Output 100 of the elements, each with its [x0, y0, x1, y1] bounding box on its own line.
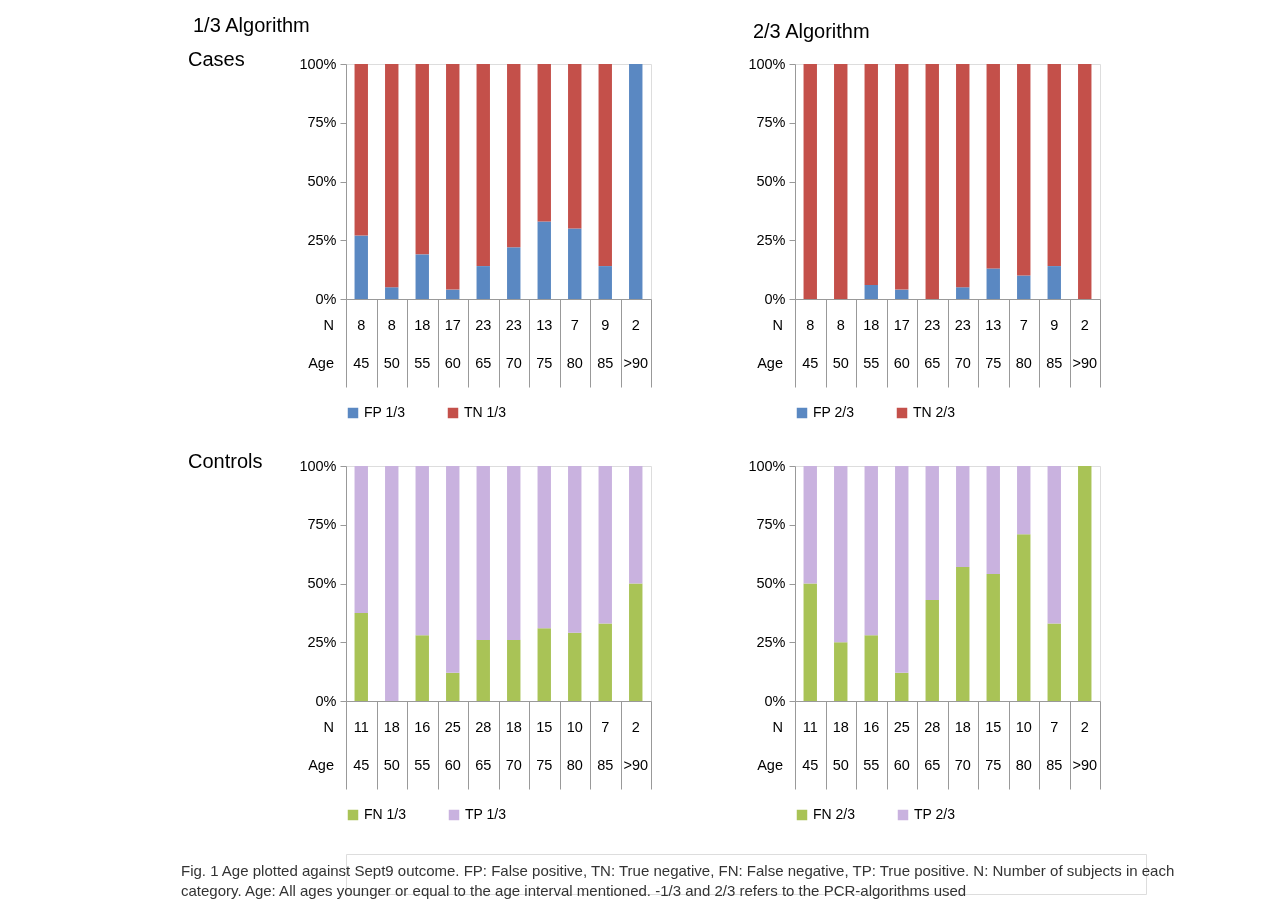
bar	[598, 466, 612, 624]
bar	[354, 235, 368, 299]
text: 2	[1080, 719, 1089, 735]
bar	[956, 64, 970, 288]
y-tick-label: 75%	[756, 114, 786, 131]
bar	[507, 247, 521, 299]
y-tick-label: 0%	[315, 692, 337, 709]
bar	[415, 635, 429, 701]
x-tick-label: >90	[623, 355, 649, 371]
text: 16	[863, 719, 880, 735]
y-tick-label: 25%	[756, 633, 786, 650]
bar	[803, 583, 817, 701]
bar	[834, 642, 848, 701]
x-axis-title: Age	[308, 355, 334, 371]
bar	[385, 287, 399, 299]
y-tick-label: 75%	[307, 516, 337, 533]
text: 13	[536, 317, 553, 333]
y-axis-title: Cases	[188, 48, 245, 70]
bar	[446, 672, 460, 701]
text: 17	[893, 317, 910, 333]
bar	[537, 221, 551, 299]
text: 18	[383, 719, 400, 735]
bar	[1047, 64, 1061, 267]
x-axis-title: Age	[757, 355, 783, 371]
text: N	[772, 317, 783, 333]
text: 7	[570, 317, 579, 333]
text: 8	[806, 317, 815, 333]
x-tick-label: 70	[505, 757, 522, 773]
x-tick-label: 50	[383, 355, 400, 371]
x-tick-label: 45	[353, 757, 370, 773]
x-tick-label: 45	[802, 355, 819, 371]
bar	[629, 466, 643, 584]
x-tick-label: 85	[597, 355, 614, 371]
bar	[1017, 64, 1031, 276]
bar	[956, 466, 970, 568]
bar	[895, 466, 909, 673]
bar	[476, 64, 490, 267]
legend-label: TN 2/3	[913, 404, 956, 420]
y-tick-label: 50%	[756, 575, 786, 591]
chart-title: 2/3 Algorithm	[752, 20, 870, 42]
x-tick-label: >90	[623, 757, 649, 773]
y-tick-label: 50%	[756, 173, 786, 189]
text: 2	[631, 719, 640, 735]
y-tick-label: 25%	[756, 231, 786, 248]
bar	[895, 289, 909, 299]
bar	[354, 466, 368, 613]
text: 28	[475, 719, 492, 735]
bar	[895, 64, 909, 290]
bar	[986, 268, 1000, 299]
x-tick-label: 80	[566, 757, 583, 773]
bar	[507, 639, 521, 701]
x-tick-label: 50	[383, 757, 400, 773]
x-tick-label: 45	[802, 757, 819, 773]
bar	[864, 284, 878, 299]
text: N	[772, 719, 783, 735]
x-tick-label: 85	[1046, 757, 1063, 773]
bar	[803, 64, 817, 299]
bar	[1047, 266, 1061, 299]
text: N	[323, 317, 334, 333]
text: 25	[444, 719, 461, 735]
bar	[1047, 623, 1061, 701]
bar	[803, 466, 817, 584]
x-tick-label: 65	[924, 355, 941, 371]
text: 8	[836, 317, 845, 333]
x-tick-label: 85	[1046, 355, 1063, 371]
text: 11	[353, 719, 369, 735]
x-tick-label: 70	[954, 757, 971, 773]
x-tick-label: 70	[505, 355, 522, 371]
bar	[415, 254, 429, 299]
y-tick-label: 0%	[764, 692, 786, 709]
text: 10	[1015, 719, 1032, 735]
legend-label: FN 2/3	[813, 806, 856, 822]
y-tick-label: 100%	[748, 457, 786, 474]
bar	[568, 632, 582, 701]
text: 23	[475, 317, 492, 333]
bar	[568, 64, 582, 229]
y-tick-label: 100%	[748, 55, 786, 72]
x-tick-label: 75	[536, 757, 553, 773]
x-tick-label: 80	[1015, 355, 1032, 371]
bar	[925, 599, 939, 701]
x-tick-label: 55	[863, 757, 880, 773]
x-tick-label: 75	[985, 757, 1002, 773]
legend-label: TN 1/3	[464, 404, 507, 420]
legend-label: FP 1/3	[364, 404, 406, 420]
y-axis-title: Controls	[188, 450, 263, 472]
x-tick-label: 60	[893, 757, 910, 773]
bar	[598, 266, 612, 299]
bar	[1017, 466, 1031, 535]
bar	[956, 567, 970, 701]
text: 2	[1080, 317, 1089, 333]
y-tick-label: 25%	[307, 231, 337, 248]
text: 18	[505, 719, 522, 735]
x-tick-label: 60	[893, 355, 910, 371]
x-tick-label: 80	[566, 355, 583, 371]
bar	[476, 639, 490, 701]
x-tick-label: 60	[444, 355, 461, 371]
bar	[834, 466, 848, 643]
text: 18	[863, 317, 880, 333]
bar	[507, 64, 521, 248]
bar	[629, 64, 643, 299]
